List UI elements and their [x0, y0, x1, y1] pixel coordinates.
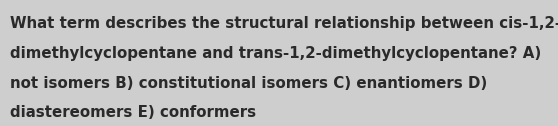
Text: diastereomers E) conformers: diastereomers E) conformers [10, 105, 256, 120]
Text: dimethylcyclopentane and trans-1,2-dimethylcyclopentane? A): dimethylcyclopentane and trans-1,2-dimet… [10, 46, 541, 61]
Text: What term describes the structural relationship between cis-1,2-: What term describes the structural relat… [10, 16, 558, 31]
Text: not isomers B) constitutional isomers C) enantiomers D): not isomers B) constitutional isomers C)… [10, 76, 487, 91]
